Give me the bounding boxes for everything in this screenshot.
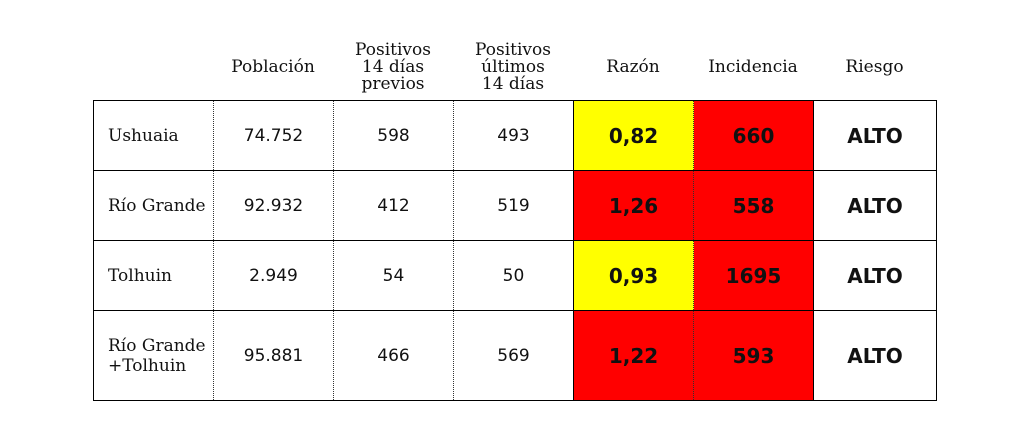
poblacion-cell: 95.881 <box>213 310 334 401</box>
positivos-previos-cell: 598 <box>333 100 454 171</box>
positivos-ultimos-cell: 50 <box>453 240 574 311</box>
riesgo-cell: ALTO <box>813 240 937 311</box>
incidencia-cell: 593 <box>693 310 814 401</box>
city-name: Río Grande +Tolhuin <box>93 310 214 401</box>
poblacion-cell: 92.932 <box>213 170 334 241</box>
poblacion-cell: 2.949 <box>213 240 334 311</box>
city-name: Río Grande <box>93 170 214 241</box>
header-positivos-ultimos: Positivos últimos 14 días <box>475 39 551 94</box>
table-row: Ushuaia 74.752 598 493 0,82 660 ALTO <box>93 100 937 171</box>
riesgo-cell: ALTO <box>813 100 937 171</box>
riesgo-cell: ALTO <box>813 310 937 401</box>
header-riesgo: Riesgo <box>845 56 904 77</box>
table-row: Río Grande 92.932 412 519 1,26 558 ALTO <box>93 170 937 241</box>
table-row: Tolhuin 2.949 54 50 0,93 1695 ALTO <box>93 240 937 311</box>
positivos-ultimos-cell: 493 <box>453 100 574 171</box>
risk-table: Ushuaia 74.752 598 493 0,82 660 ALTO Río Grande… <box>93 100 937 401</box>
incidencia-cell: 558 <box>693 170 814 241</box>
razon-cell: 0,82 <box>573 100 694 171</box>
positivos-ultimos-cell: 519 <box>453 170 574 241</box>
positivos-previos-cell: 54 <box>333 240 454 311</box>
city-name: Ushuaia <box>93 100 214 171</box>
razon-cell: 0,93 <box>573 240 694 311</box>
header-razon: Razón <box>606 56 660 77</box>
positivos-previos-cell: 466 <box>333 310 454 401</box>
positivos-ultimos-cell: 569 <box>453 310 574 401</box>
incidencia-cell: 1695 <box>693 240 814 311</box>
header-positivos-previos: Positivos 14 días previos <box>355 39 431 94</box>
city-name: Tolhuin <box>93 240 214 311</box>
poblacion-cell: 74.752 <box>213 100 334 171</box>
razon-cell: 1,22 <box>573 310 694 401</box>
positivos-previos-cell: 412 <box>333 170 454 241</box>
header-incidencia: Incidencia <box>708 56 798 77</box>
table-row: Río Grande +Tolhuin 95.881 466 569 1,22 593 AL… <box>93 310 937 401</box>
header-poblacion: Población <box>231 56 315 77</box>
razon-cell: 1,26 <box>573 170 694 241</box>
riesgo-cell: ALTO <box>813 170 937 241</box>
incidencia-cell: 660 <box>693 100 814 171</box>
